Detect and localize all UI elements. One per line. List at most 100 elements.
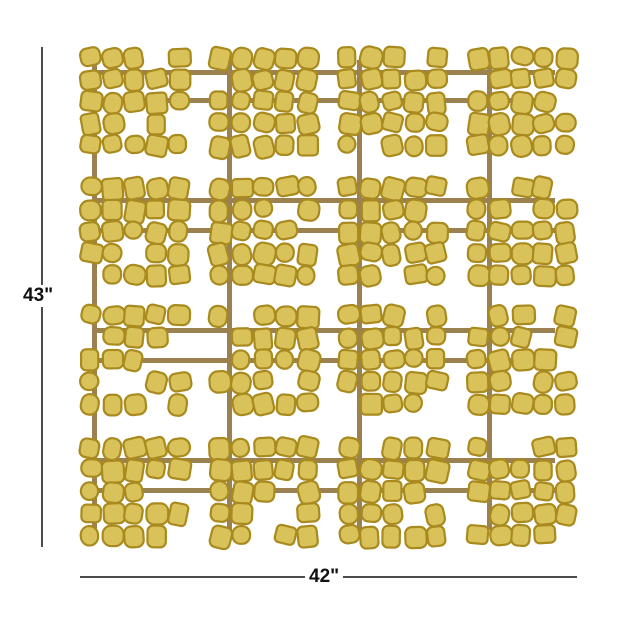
gold-tile [425, 265, 446, 286]
gold-tile [402, 481, 427, 505]
gold-tile [467, 90, 489, 112]
gold-tile [510, 242, 535, 266]
gold-tile [487, 134, 509, 157]
gold-tile [101, 67, 124, 90]
gold-tile [296, 524, 319, 549]
gold-tile [79, 89, 104, 113]
gold-tile [424, 134, 448, 157]
gold-tile [360, 370, 382, 392]
gold-tile [511, 112, 536, 137]
gold-tile [531, 435, 557, 458]
gold-tile [555, 47, 579, 71]
gold-tile [403, 348, 424, 368]
gold-tile [381, 303, 406, 329]
gold-tile [273, 47, 298, 70]
gold-tile [380, 243, 402, 268]
gold-tile [424, 175, 448, 197]
gold-tile [554, 370, 578, 392]
gold-tile [533, 459, 553, 482]
gold-tile [337, 481, 360, 505]
gold-tile [146, 524, 167, 549]
gold-tile [101, 198, 123, 222]
gold-tile [359, 303, 383, 325]
gold-tile [554, 112, 577, 133]
gold-panel [465, 304, 579, 416]
gold-tile [274, 134, 295, 157]
gold-tile [359, 392, 384, 416]
gold-tile [533, 481, 555, 502]
gold-tile [555, 436, 578, 459]
gold-tile [403, 263, 429, 286]
gold-tile [531, 112, 556, 135]
frame-bar [95, 198, 555, 203]
gold-tile [123, 68, 145, 93]
gold-tile [358, 221, 383, 246]
frame-bar [357, 60, 362, 530]
gold-tile [338, 502, 360, 526]
gold-tile [338, 199, 359, 220]
gold-tile [80, 503, 103, 524]
gold-tile [533, 90, 557, 114]
gold-tile [530, 175, 554, 200]
gold-tile [102, 91, 124, 115]
gold-tile [510, 220, 535, 240]
gold-tile [425, 369, 450, 392]
gold-tile [168, 371, 193, 393]
gold-tile [209, 221, 234, 246]
gold-tile [466, 480, 492, 504]
gold-tile [206, 241, 230, 268]
gold-tile [488, 242, 512, 263]
gold-tile [167, 47, 192, 68]
gold-tile [230, 67, 254, 93]
gold-tile [252, 369, 274, 391]
gold-tile [231, 198, 253, 221]
gold-tile [101, 524, 125, 548]
gold-panel [336, 303, 450, 416]
gold-tile [510, 264, 532, 286]
gold-tile [337, 89, 362, 112]
gold-tile [251, 69, 275, 92]
gold-tile [273, 68, 296, 93]
gold-tile [509, 325, 533, 349]
gold-tile [144, 91, 169, 116]
gold-tile [510, 90, 534, 116]
gold-tile [297, 458, 318, 481]
gold-tile [231, 392, 255, 417]
gold-tile [274, 219, 299, 241]
frame-bar [95, 458, 555, 463]
gold-tile [297, 369, 321, 392]
gold-tile [230, 46, 254, 71]
gold-tile [465, 176, 491, 200]
gold-tile [487, 304, 509, 328]
gold-tile [207, 304, 229, 329]
gold-tile [79, 241, 105, 265]
gold-tile [532, 370, 554, 394]
gold-tile [230, 112, 252, 134]
gold-tile [275, 175, 301, 198]
gold-tile [338, 436, 361, 460]
gold-tile [425, 221, 450, 245]
gold-tile [554, 67, 578, 90]
gold-tile [166, 198, 192, 222]
gold-tile [403, 220, 423, 241]
gold-tile [425, 304, 448, 328]
gold-tile [467, 436, 488, 457]
gold-tile [167, 263, 192, 286]
gold-tile [168, 90, 191, 111]
gold-tile [274, 242, 295, 263]
gold-tile [424, 503, 447, 528]
gold-tile [253, 436, 277, 458]
gold-tile [230, 177, 255, 199]
gold-tile [358, 45, 384, 71]
gold-tile [488, 480, 512, 501]
gold-tile [381, 199, 405, 221]
gold-tile [359, 348, 382, 371]
gold-panel [465, 435, 578, 548]
gold-tile [144, 370, 169, 395]
gold-tile [79, 111, 102, 137]
gold-tile [337, 221, 360, 245]
gold-tile [252, 327, 274, 352]
gold-tile [208, 112, 230, 132]
gold-tile [101, 242, 123, 264]
